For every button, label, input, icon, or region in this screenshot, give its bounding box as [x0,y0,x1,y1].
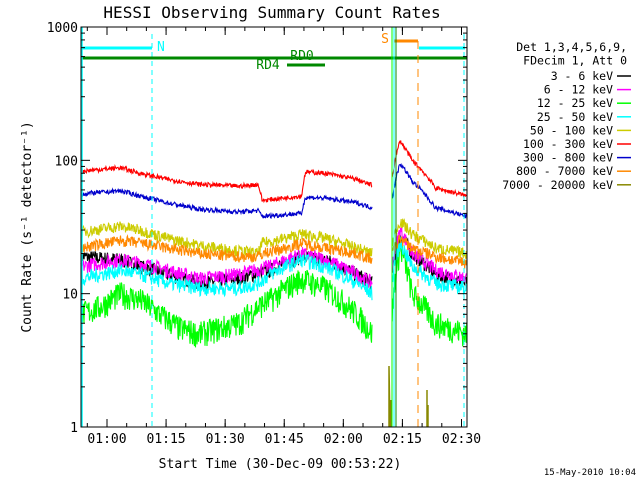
y-tick-label-2: 100 [55,154,78,169]
series-line-5-post [391,140,468,198]
flag-rd4-label: RD4 [256,58,280,73]
plot-area: N RD0 RD4 S [80,27,468,428]
legend-label-7: 800 - 7000 keV [516,164,613,178]
y-axis-label: Count Rate (s⁻¹ detector⁻¹) [20,121,35,332]
x-tick-label-4: 02:00 [324,432,363,447]
legend-label-0: 3 - 6 keV [551,69,613,83]
series-line-6 [80,187,373,219]
chart-title: HESSI Observing Summary Count Rates [103,3,440,22]
flag-n-label: N [157,40,165,55]
series-line-1-post [391,227,468,284]
series-line-7-post [391,235,468,269]
legend-label-4: 50 - 100 keV [530,123,613,137]
x-tick-label-3: 01:45 [265,432,304,447]
flag-rd0-label: RD0 [290,49,313,64]
flag-s-label: S [381,32,389,47]
x-tick-label-6: 02:30 [442,432,481,447]
series-line-3-post [391,236,468,295]
footer-timestamp: 15-May-2010 10:04 [544,468,636,478]
series-line-4 [80,221,373,260]
legend-label-6: 300 - 800 keV [523,151,613,165]
series-line-5 [80,164,373,204]
x-tick-label-1: 01:15 [147,432,186,447]
series-line-3 [80,254,373,301]
plot-frame [80,26,468,428]
x-tick-label-0: 01:00 [87,432,126,447]
x-axis-label: Start Time (30-Dec-09 00:53:22) [159,457,402,472]
series-line-7 [80,234,373,264]
x-tick-label-2: 01:30 [206,432,245,447]
legend-label-3: 25 - 50 keV [537,110,613,124]
legend: Det 1,3,4,5,6,9,FDecim 1, Att 03 - 6 keV… [502,40,631,192]
legend-header-0: Det 1,3,4,5,6,9, [516,40,627,54]
legend-label-5: 100 - 300 keV [523,137,613,151]
legend-label-1: 6 - 12 keV [544,83,613,97]
y-tick-label-1: 10 [62,288,78,303]
series-line-4-post [391,218,468,259]
axes: 01:00 01:15 01:30 01:45 02:00 02:15 02:30 1 10 10… [47,21,481,447]
legend-label-2: 12 - 25 keV [537,96,613,110]
legend-label-8: 7000 - 20000 keV [502,178,613,192]
y-tick-label-3: 1000 [47,21,78,36]
series-line-2 [80,269,373,348]
x-tick-label-5: 02:15 [383,432,422,447]
series-line-6-post [391,162,468,219]
series-line-8-spikes [388,365,429,428]
legend-header-1: FDecim 1, Att 0 [523,54,627,68]
y-tick-label-0: 1 [70,421,78,436]
